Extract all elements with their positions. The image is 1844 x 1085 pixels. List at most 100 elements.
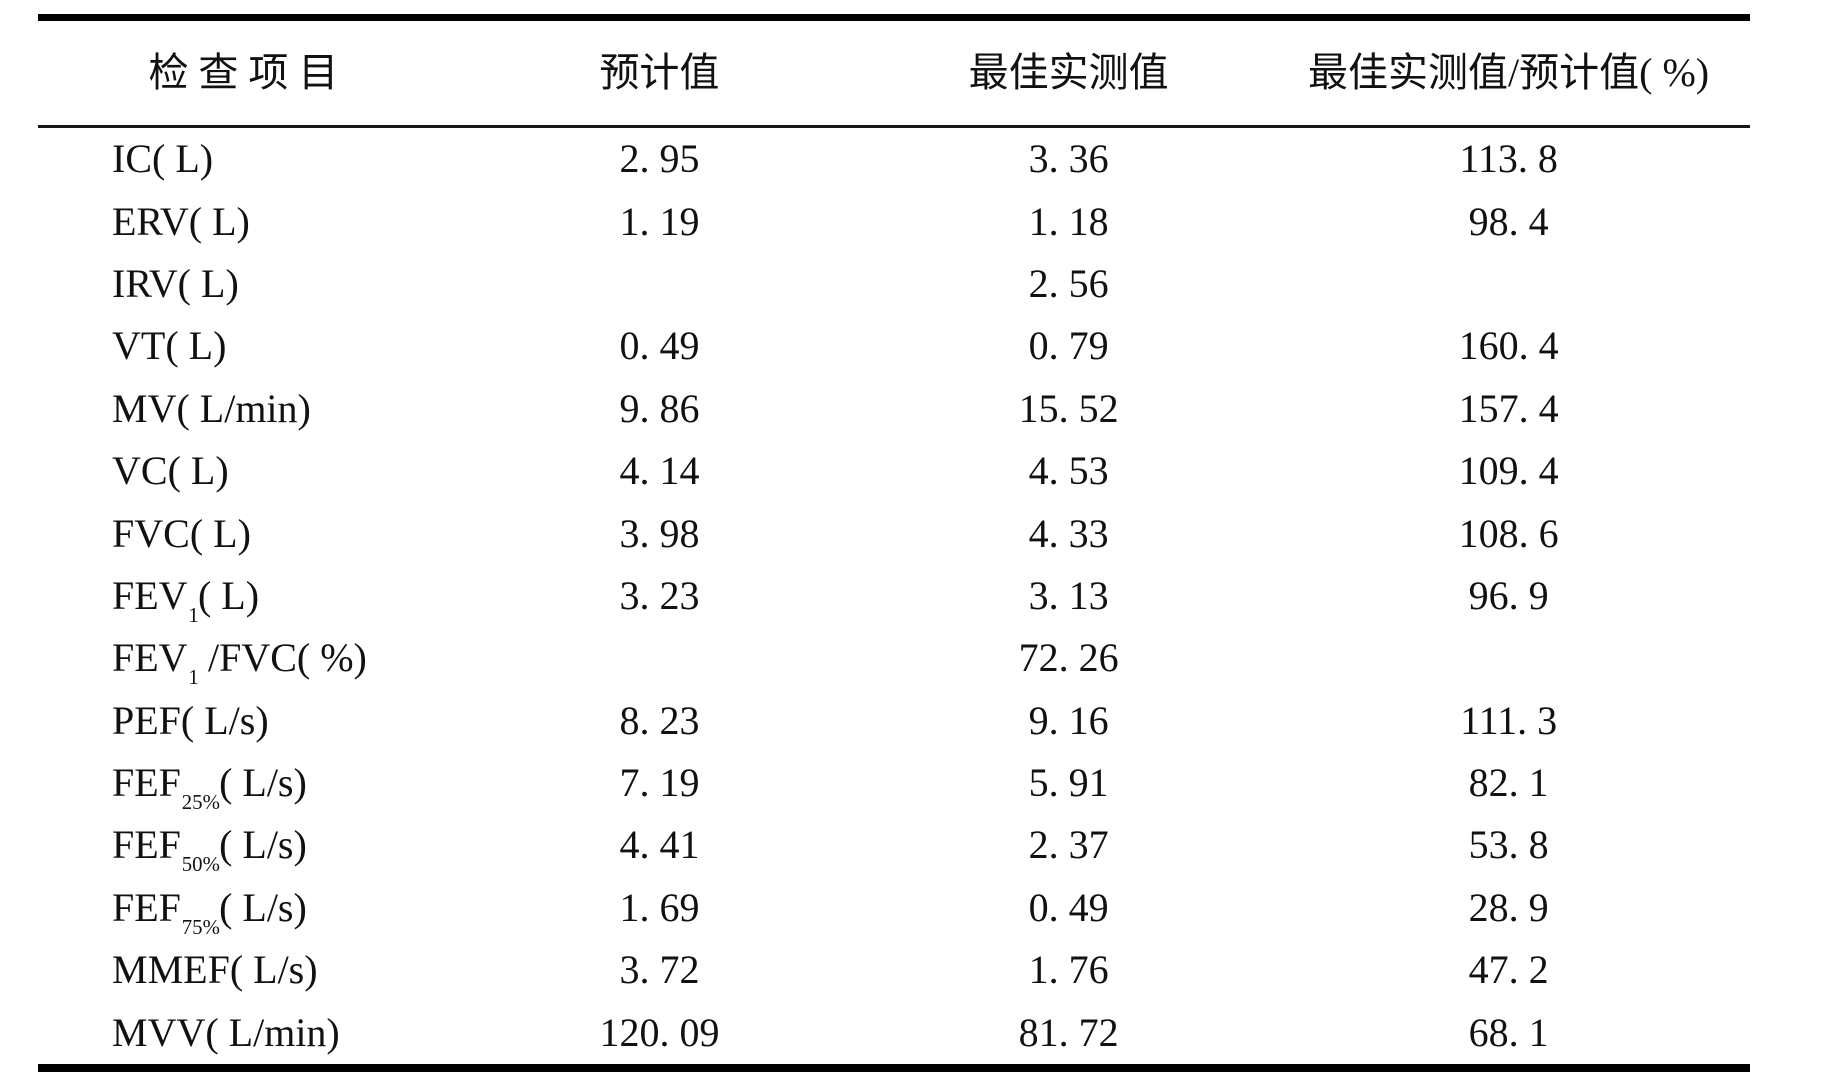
test-item-label: PEF( L/s) — [112, 698, 269, 743]
item-label-subscript: 1 — [188, 666, 199, 690]
predicted-value — [449, 253, 870, 315]
test-item-label: IRV( L) — [112, 261, 239, 306]
best-measured-value: 3. 36 — [1028, 136, 1109, 182]
ratio-value: 98. 4 — [1468, 198, 1549, 244]
ratio-value: 28. 9 — [1468, 884, 1549, 930]
best-measured-value: 81. 72 — [1018, 1009, 1119, 1055]
item-label-base: MMEF( L/s) — [112, 947, 318, 993]
test-item-label: FEF50%( L/s) — [112, 822, 307, 875]
predicted-value: 4. 41 — [619, 822, 700, 868]
item-label-base: FEV — [112, 635, 188, 681]
best-measured-value: 9. 16 — [1028, 697, 1109, 743]
table-row: FEV1 /FVC( %) 72. 26 — [38, 627, 1750, 689]
best-measured-value: 2. 37 — [1028, 822, 1109, 868]
test-item-label: FEF25%( L/s) — [112, 760, 307, 813]
predicted-value: 1. 69 — [619, 884, 700, 930]
ratio-value — [1267, 253, 1750, 315]
predicted-value: 0. 49 — [619, 323, 700, 369]
item-label-base: MVV( L/min) — [112, 1009, 340, 1055]
table-row: MV( L/min) 9. 86 15. 52 157. 4 — [38, 378, 1750, 440]
ratio-value: 108. 6 — [1458, 510, 1559, 556]
column-header-predicted: 预计值 — [448, 17, 871, 128]
best-measured-value: 0. 79 — [1028, 323, 1109, 369]
predicted-value: 2. 95 — [619, 136, 700, 182]
item-label-base: FEF — [112, 760, 181, 806]
predicted-value: 3. 98 — [619, 510, 700, 556]
predicted-value: 1. 19 — [619, 198, 700, 244]
best-measured-value: 4. 53 — [1028, 448, 1109, 494]
test-item-label: MVV( L/min) — [112, 1010, 340, 1055]
item-label-base: PEF( L/s) — [112, 697, 269, 743]
table-row: FVC( L) 3. 98 4. 33 108. 6 — [38, 502, 1750, 564]
best-measured-value: 15. 52 — [1018, 385, 1119, 431]
ratio-value: 113. 8 — [1459, 136, 1558, 182]
item-label-subscript: 1 — [188, 603, 199, 627]
table-row: IC( L) 2. 95 3. 36 113. 8 — [38, 127, 1750, 191]
table-row: FEF25%( L/s) 7. 19 5. 91 82. 1 — [38, 752, 1750, 814]
table-row: MMEF( L/s) 3. 72 1. 76 47. 2 — [38, 939, 1750, 1001]
best-measured-value: 1. 76 — [1028, 947, 1109, 993]
table-row: MVV( L/min) 120. 09 81. 72 68. 1 — [38, 1001, 1750, 1067]
table-row: VC( L) 4. 14 4. 53 109. 4 — [38, 440, 1750, 502]
ratio-value: 96. 9 — [1468, 572, 1549, 618]
best-measured-value: 72. 26 — [1018, 635, 1119, 681]
predicted-value: 7. 19 — [619, 760, 700, 806]
item-label-base: FEF — [112, 822, 181, 868]
test-item-label: FEF75%( L/s) — [112, 884, 307, 937]
item-label-base: ERV( L) — [112, 198, 250, 244]
predicted-value: 9. 86 — [619, 385, 700, 431]
ratio-value — [1267, 627, 1750, 689]
column-header-ratio: 最佳实测值/预计值( %) — [1267, 17, 1750, 128]
ratio-value: 82. 1 — [1468, 760, 1549, 806]
item-label-base: IRV( L) — [112, 260, 239, 306]
ratio-value: 47. 2 — [1468, 947, 1549, 993]
best-measured-value: 2. 56 — [1028, 260, 1109, 306]
ratio-value: 160. 4 — [1458, 323, 1559, 369]
test-item-label: IC( L) — [112, 136, 213, 181]
predicted-value: 8. 23 — [619, 697, 700, 743]
item-label-base: FVC( L) — [112, 510, 251, 556]
item-label-base: FEV — [112, 572, 188, 618]
item-label-suffix: ( L/s) — [219, 760, 307, 806]
ratio-value: 53. 8 — [1468, 822, 1549, 868]
pulmonary-function-table: 检 查 项 目 预计值 最佳实测值 最佳实测值/预计值( %) IC( L) 2… — [38, 14, 1750, 1072]
ratio-value: 157. 4 — [1458, 385, 1559, 431]
predicted-value — [449, 627, 870, 689]
test-item-label: VT( L) — [112, 323, 226, 368]
item-label-suffix: ( L/s) — [219, 822, 307, 868]
table-row: PEF( L/s) 8. 23 9. 16 111. 3 — [38, 690, 1750, 752]
column-header-item: 检 查 项 目 — [38, 17, 449, 128]
test-item-label: MV( L/min) — [112, 386, 311, 431]
item-label-subscript: 25% — [181, 790, 220, 814]
table-row: FEF75%( L/s) 1. 69 0. 49 28. 9 — [38, 877, 1750, 939]
table-row: VT( L) 0. 49 0. 79 160. 4 — [38, 315, 1750, 377]
ratio-value: 68. 1 — [1468, 1009, 1549, 1055]
ratio-value: 111. 3 — [1460, 697, 1558, 743]
best-measured-value: 1. 18 — [1028, 198, 1109, 244]
best-measured-value: 5. 91 — [1028, 760, 1109, 806]
predicted-value: 3. 72 — [619, 947, 700, 993]
table-row: FEF50%( L/s) 4. 41 2. 37 53. 8 — [38, 814, 1750, 876]
item-label-base: FEF — [112, 884, 181, 930]
table-row: ERV( L) 1. 19 1. 18 98. 4 — [38, 190, 1750, 252]
table-row: IRV( L) 2. 56 — [38, 253, 1750, 315]
item-label-base: VC( L) — [112, 448, 229, 494]
item-label-base: IC( L) — [112, 136, 214, 182]
best-measured-value: 4. 33 — [1028, 510, 1109, 556]
test-item-label: ERV( L) — [112, 199, 250, 244]
test-item-label: FEV1 /FVC( %) — [112, 635, 367, 688]
test-item-label: FVC( L) — [112, 511, 251, 556]
predicted-value: 120. 09 — [599, 1009, 720, 1055]
item-label-suffix: /FVC( %) — [197, 635, 367, 681]
test-item-label: VC( L) — [112, 448, 229, 493]
item-label-base: MV( L/min) — [112, 385, 311, 431]
test-item-label: FEV1( L) — [112, 572, 259, 625]
item-label-suffix: ( L/s) — [219, 884, 307, 930]
best-measured-value: 3. 13 — [1028, 572, 1109, 618]
predicted-value: 4. 14 — [619, 448, 700, 494]
item-label-subscript: 50% — [181, 853, 220, 877]
predicted-value: 3. 23 — [619, 572, 700, 618]
item-label-base: VT( L) — [112, 323, 227, 369]
best-measured-value: 0. 49 — [1028, 884, 1109, 930]
test-item-label: MMEF( L/s) — [112, 947, 318, 992]
